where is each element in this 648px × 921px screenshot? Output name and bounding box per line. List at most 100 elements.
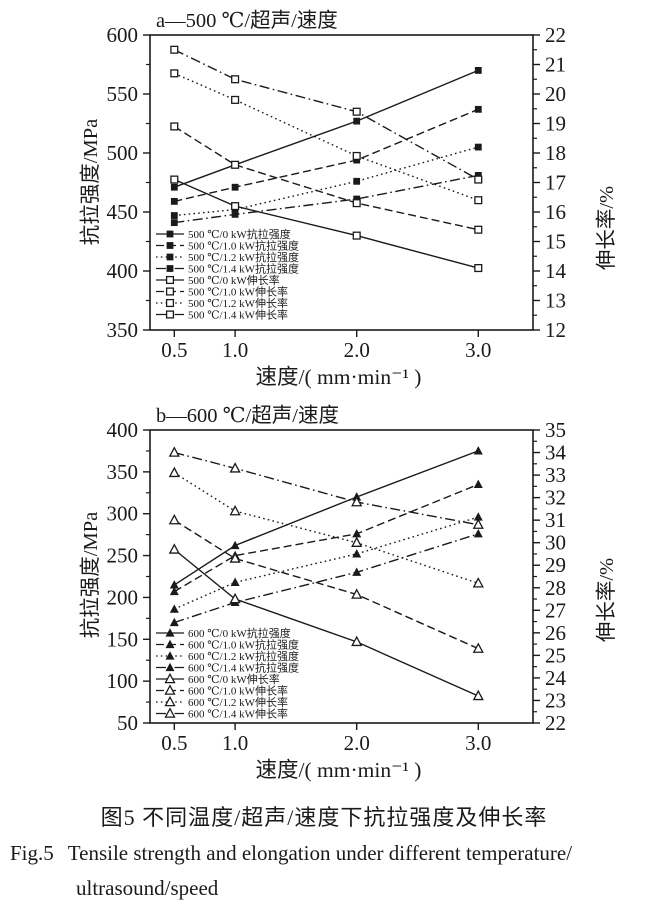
filled-square-marker (170, 183, 178, 191)
right-tick-label: 31 (545, 508, 566, 532)
open-triangle-marker (164, 707, 176, 718)
legend-label: 600 ℃/1.4 kW抗拉强度 (188, 661, 299, 675)
filled-triangle-marker (169, 617, 179, 627)
filled-triangle-marker (165, 628, 175, 637)
series-3-line (174, 533, 479, 624)
filled-triangle-marker (169, 604, 179, 613)
series-6-line (173, 472, 479, 584)
open-square-marker (352, 231, 361, 240)
open-triangle-marker (168, 466, 180, 478)
filled-triangle-marker (165, 651, 175, 660)
open-square-marker (170, 69, 179, 78)
x-tick-label: 3.0 (465, 731, 491, 755)
series-layer (170, 45, 483, 273)
left-tick-label: 350 (107, 460, 139, 484)
filled-square-marker (166, 253, 174, 261)
left-tick-label: 300 (107, 502, 139, 526)
legend-label: 600 ℃/1.2 kW伸长率 (188, 695, 288, 709)
legend-label: 600 ℃/1.4 kW伸长率 (188, 707, 288, 721)
series-4-line (173, 548, 479, 697)
filled-triangle-marker (352, 549, 362, 558)
right-tick-label: 23 (545, 688, 566, 712)
open-square-marker (352, 199, 361, 208)
legend-label: 500 ℃/1.4 kW伸长率 (188, 308, 288, 322)
x-tick-label: 0.5 (161, 731, 187, 755)
left-tick-label: 500 (107, 141, 139, 165)
series-5-line (173, 519, 479, 650)
open-triangle-marker (351, 588, 363, 599)
right-tick-label: 27 (545, 598, 566, 622)
chart-title: b—600 ℃/超声/速度 (156, 404, 339, 427)
filled-triangle-marker (473, 479, 483, 489)
x-tick-label: 1.0 (222, 731, 248, 755)
filled-square-marker (474, 143, 482, 151)
right-tick-label: 22 (545, 23, 566, 47)
x-tick-label: 3.0 (465, 338, 491, 362)
open-square-marker (165, 275, 175, 285)
open-square-marker (231, 202, 240, 211)
filled-triangle-marker (473, 446, 483, 455)
series-0-line (173, 450, 479, 586)
series-1-line (174, 108, 479, 203)
x-tick-label: 0.5 (161, 338, 187, 362)
left-tick-label: 450 (107, 200, 139, 224)
open-triangle-marker (168, 543, 180, 554)
open-triangle-marker (472, 518, 484, 529)
left-axis: 350 400 450 500 550 600 抗拉强度/MPa (79, 23, 150, 342)
left-tick-label: 250 (107, 544, 139, 568)
open-square-marker (352, 107, 361, 116)
series-4-line (174, 178, 479, 269)
right-tick-label: 20 (545, 82, 566, 106)
right-tick-label: 28 (545, 576, 566, 600)
filled-square-marker (170, 219, 178, 227)
right-tick-label: 32 (545, 486, 566, 510)
left-tick-label: 50 (117, 711, 138, 735)
right-tick-label: 29 (545, 553, 566, 577)
series-7-line (174, 451, 479, 526)
legend-label: 600 ℃/1.0 kW伸长率 (188, 684, 288, 698)
filled-square-marker (353, 195, 361, 203)
legend-label: 600 ℃/0 kW抗拉强度 (188, 626, 291, 640)
open-square-marker (352, 151, 361, 161)
filled-square-marker (166, 242, 174, 249)
open-triangle-marker (229, 504, 241, 516)
right-tick-label: 25 (545, 643, 566, 667)
right-tick-label: 30 (545, 531, 566, 555)
right-tick-label: 26 (545, 621, 566, 645)
open-square-marker (165, 310, 175, 319)
open-triangle-marker (472, 642, 484, 653)
open-triangle-marker (229, 592, 241, 604)
x-tick-label: 1.0 (222, 338, 248, 362)
filled-square-marker (474, 172, 482, 179)
right-tick-label: 22 (545, 711, 566, 735)
right-tick-label: 21 (545, 53, 566, 77)
open-triangle-marker (351, 536, 363, 547)
left-tick-label: 200 (107, 585, 139, 609)
filled-square-marker (353, 177, 361, 185)
series-1-line (173, 483, 479, 593)
legend-label: 500 ℃/1.2 kW伸长率 (188, 296, 288, 310)
open-square-marker (170, 45, 179, 54)
legend-label: 600 ℃/1.0 kW抗拉强度 (188, 638, 299, 652)
x-axis-title: 速度/( mm·min⁻¹ ) (256, 365, 422, 389)
series-layer (168, 446, 484, 701)
x-tick-label: 2.0 (344, 731, 370, 755)
open-square-marker (170, 122, 179, 131)
filled-triangle-marker (473, 512, 483, 521)
open-triangle-marker (472, 689, 484, 701)
filled-square-marker (353, 117, 361, 125)
legend-label: 500 ℃/1.2 kW抗拉强度 (188, 250, 299, 264)
filled-square-marker (231, 210, 239, 218)
open-square-marker (231, 75, 240, 84)
chart-title: a—500 ℃/超声/速度 (156, 9, 338, 32)
open-square-marker (231, 95, 240, 104)
x-axis-title: 速度/( mm·min⁻¹ ) (256, 758, 422, 782)
open-triangle-marker (351, 495, 363, 507)
open-triangle-marker (164, 672, 176, 684)
filled-square-marker (474, 67, 482, 74)
